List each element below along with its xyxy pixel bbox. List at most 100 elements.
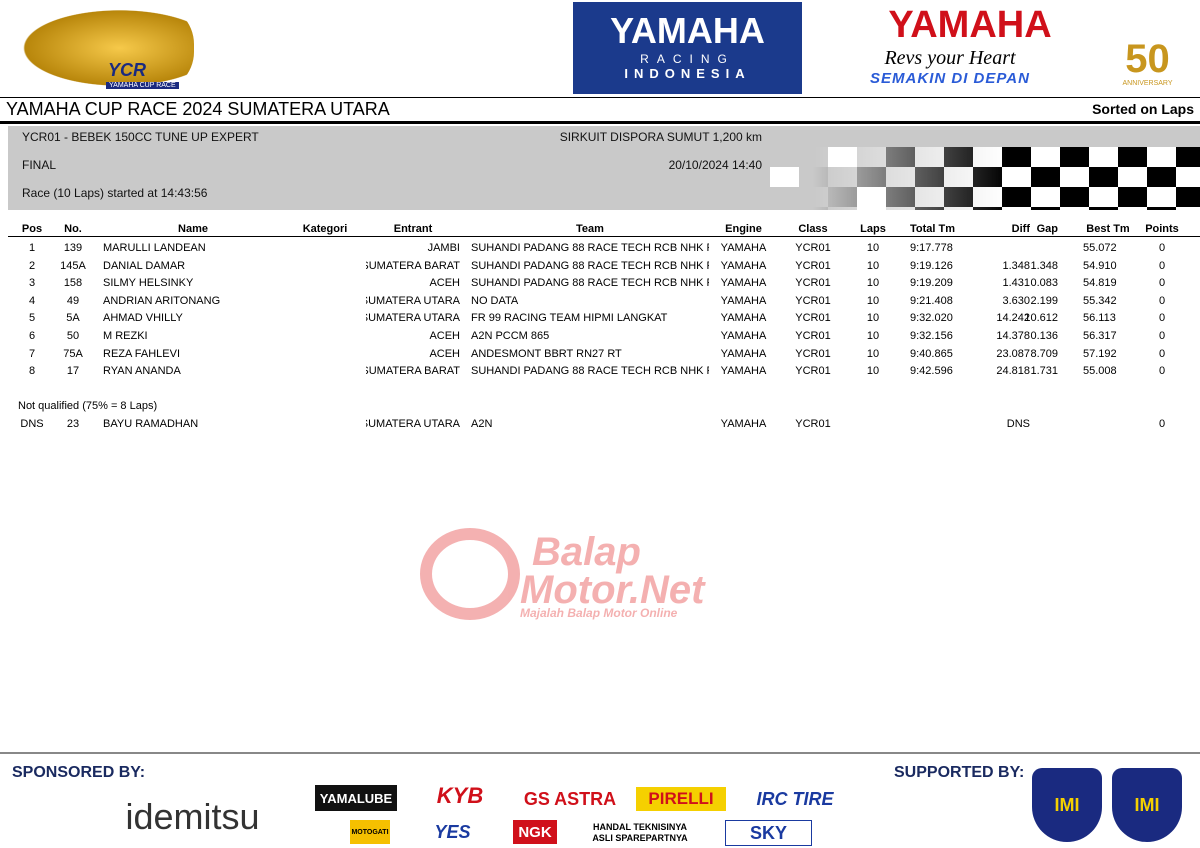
best-time: 57.192: [1083, 347, 1117, 360]
event-datetime: 20/10/2024 14:40: [668, 158, 762, 172]
name: MARULLI LANDEAN: [103, 242, 206, 254]
engine: YAMAHA: [720, 365, 767, 378]
team: A2N PCCM 865: [471, 330, 550, 342]
total-time: 9:19.209: [910, 277, 953, 290]
sponsor-logo: KYB: [436, 783, 484, 808]
class: YCR01: [795, 277, 831, 290]
points: 0: [1158, 242, 1166, 254]
event-start: Race (10 Laps) started at 14:43:56: [22, 186, 208, 200]
entrant: SUMATERA BARAT: [366, 365, 460, 378]
watermark: Balap Motor.Net Majalah Balap Motor Onli…: [420, 528, 780, 628]
laps: 10: [866, 294, 880, 307]
column-header: Total Tm: [910, 223, 956, 235]
best-time: 54.910: [1083, 259, 1117, 272]
racing-brand: YAMAHA: [610, 10, 765, 51]
name: RYAN ANANDA: [103, 365, 181, 378]
number: 145A: [60, 259, 86, 272]
total-time: 9:32.020: [910, 312, 953, 325]
diff: 14.378: [996, 330, 1030, 342]
engine: YAMAHA: [720, 330, 767, 342]
sponsor-logo: idemitsu: [125, 796, 260, 837]
gap: 2.199: [1030, 294, 1058, 307]
racing-country: INDONESIA: [624, 66, 751, 81]
points: 0: [1158, 294, 1166, 307]
event-circuit: SIRKUIT DISPORA SUMUT 1,200 km: [559, 130, 762, 144]
sponsor-logo: MOTOGATI: [350, 820, 390, 844]
name: DANIAL DAMAR: [103, 259, 186, 272]
event-session: FINAL: [22, 158, 57, 172]
points: 0: [1158, 418, 1166, 430]
sponsor-logo: YAMALUBE: [315, 785, 397, 811]
brand: YAMAHA: [888, 4, 1052, 46]
sponsor-logo: GS ASTRA: [523, 788, 617, 809]
diff: DNS: [1006, 418, 1030, 430]
engine: YAMAHA: [720, 347, 767, 360]
team: NO DATA: [471, 294, 519, 307]
total-time: 9:40.865: [910, 347, 953, 360]
best-time: 56.317: [1083, 330, 1117, 342]
name: ANDRIAN ARITONANG: [103, 294, 221, 307]
pos: 8: [28, 365, 36, 378]
number: 49: [66, 294, 80, 307]
ycr-logo: YCR YAMAHA CUP RACE: [8, 4, 194, 92]
name: SILMY HELSINKY: [103, 277, 194, 290]
column-header: Pos: [21, 223, 43, 235]
racing-word: RACING: [640, 52, 735, 66]
points: 0: [1158, 259, 1166, 272]
sponsor-logo: HANDAL TEKNISINYA ASLI SPAREPARTNYA: [592, 822, 688, 843]
column-header: Entrant: [393, 223, 433, 235]
number: 23: [66, 418, 80, 430]
total-time: 9:21.408: [910, 294, 953, 307]
diff: 1.431: [1002, 277, 1030, 290]
class: YCR01: [795, 330, 831, 342]
best-time: 54.819: [1083, 277, 1117, 290]
number: 5A: [66, 312, 80, 325]
pos: 4: [28, 294, 36, 307]
sponsor-logo: SKY: [725, 820, 812, 846]
class: YCR01: [795, 294, 831, 307]
name: AHMAD VHILLY: [103, 312, 183, 325]
column-header: Points: [1145, 223, 1179, 235]
title: YAMAHA CUP RACE 2024 SUMATERA UTARA: [6, 99, 390, 119]
slogan: SEMAKIN DI DEPAN: [870, 70, 1030, 87]
team: A2N: [471, 418, 493, 430]
column-header: Class: [798, 223, 828, 235]
number: 139: [63, 242, 83, 254]
entrant: SUMATERA UTARA: [366, 312, 460, 325]
best-time: 56.113: [1083, 312, 1116, 325]
name: BAYU RAMADHAN: [103, 418, 199, 430]
title-rule-bottom: [0, 121, 1200, 124]
number: 17: [66, 365, 80, 378]
laps: 10: [866, 347, 880, 360]
yamaha-racing-logo: YAMAHA RACING INDONESIA: [573, 2, 802, 94]
number: 75A: [63, 347, 83, 360]
laps: 10: [866, 242, 880, 254]
supporter-logo: IMI: [1112, 768, 1182, 842]
yamaha-logo: YAMAHA Revs your Heart SEMAKIN DI DEPAN: [820, 4, 1080, 92]
number: 158: [63, 277, 83, 290]
pos: 6: [28, 330, 36, 342]
watermark-bottom: Motor.Net: [520, 568, 705, 612]
watermark-sub: Majalah Balap Motor Online: [520, 606, 678, 620]
total-time: 9:17.778: [910, 242, 953, 254]
anniversary-logo: 50 ANNIVERSARY: [1100, 38, 1195, 92]
diff: 3.630: [1002, 294, 1030, 307]
laps: 10: [866, 312, 880, 325]
sponsor-logo: NGK: [513, 820, 557, 844]
entrant: SUMATERA UTARA: [366, 294, 460, 307]
pos: DNS: [20, 418, 44, 430]
column-header: No.: [64, 223, 82, 235]
class: YCR01: [795, 259, 831, 272]
ycr-text: YCR: [108, 60, 147, 80]
points: 0: [1158, 347, 1166, 360]
title-rule-top: [0, 97, 1200, 98]
diff: 14.242: [996, 312, 1030, 325]
column-header: Best Tm: [1086, 223, 1130, 235]
team: SUHANDI PADANG 88 RACE TECH RCB NHK F: [471, 242, 709, 254]
total-time: 9:42.596: [910, 365, 953, 378]
supporter-logo: IMI: [1032, 768, 1102, 842]
engine: YAMAHA: [720, 418, 767, 430]
tagline: Revs your Heart: [884, 47, 1016, 69]
column-header: Engine: [725, 223, 762, 235]
